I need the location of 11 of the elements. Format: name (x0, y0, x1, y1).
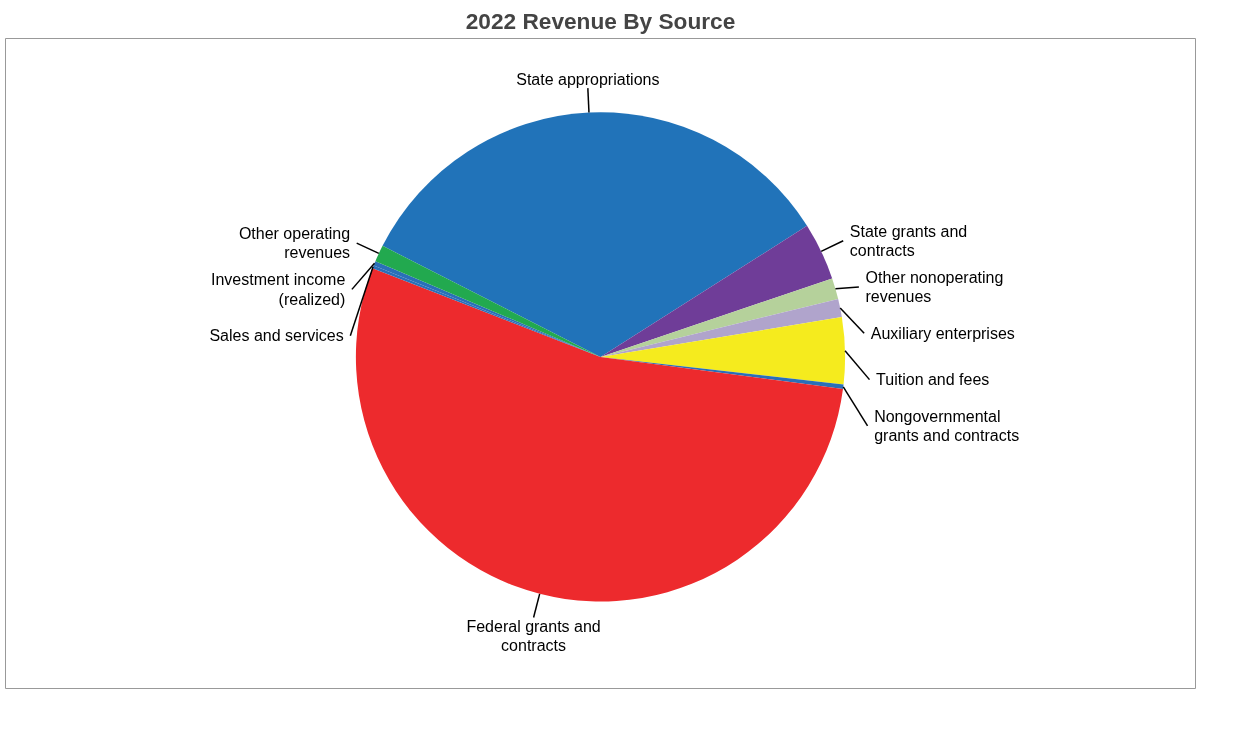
slice-label: Sales and services (209, 327, 344, 345)
slice-label: Investment income (realized) (211, 271, 346, 308)
slice-label: State grants and contracts (849, 222, 968, 260)
slice-label: Tuition and fees (876, 371, 990, 389)
slice-label: Other nonoperating revenues (865, 268, 1004, 306)
slice-label: Other operating revenues (238, 224, 351, 262)
slice-label: Federal grants and contracts (466, 617, 601, 655)
chart-title: 2022 Revenue By Source (465, 7, 736, 34)
slice-label: State appropriations (516, 71, 660, 89)
slice-label: Auxiliary enterprises (870, 324, 1015, 342)
slice-label: Nongovernmental grants and contracts (874, 407, 1020, 445)
